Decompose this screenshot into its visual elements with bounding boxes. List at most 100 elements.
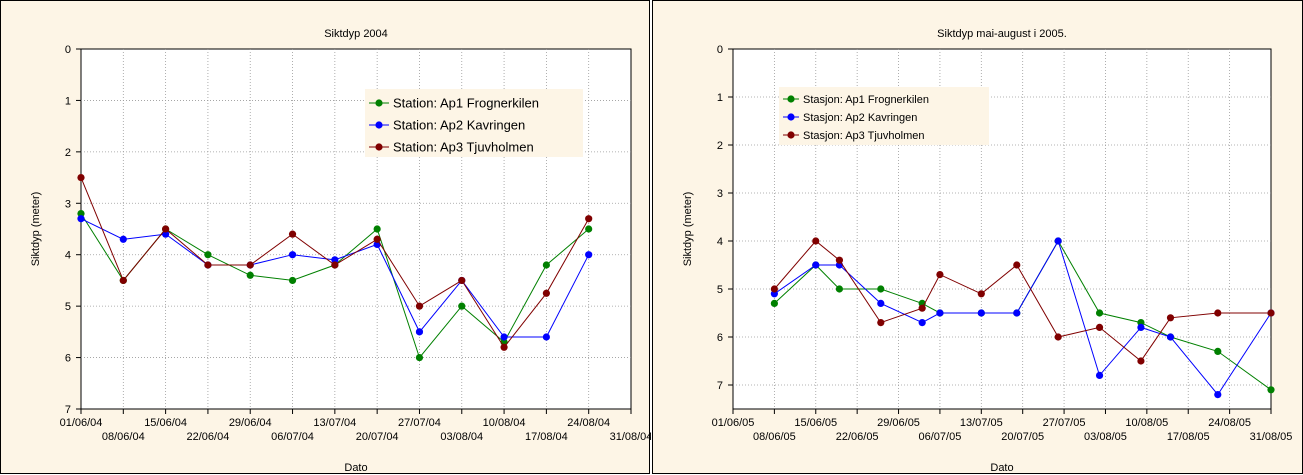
legend-label: Station: Ap3 Tjuvholmen — [393, 140, 534, 155]
data-point — [288, 230, 297, 238]
data-point — [204, 251, 212, 259]
x-tick-label: 10/08/04 — [483, 417, 526, 429]
data-point — [162, 225, 170, 233]
x-tick-label: 24/08/04 — [567, 417, 610, 429]
x-tick-label: 13/07/04 — [313, 417, 356, 429]
data-point — [119, 235, 127, 243]
data-point — [585, 215, 593, 223]
x-tick-label: 29/06/05 — [877, 417, 920, 429]
legend-marker — [375, 121, 383, 129]
legend: Station: Ap1 Frognerkilen Station: Ap2 Ka… — [365, 89, 583, 157]
data-point — [918, 304, 926, 312]
data-point — [835, 256, 844, 264]
x-tick-label: 29/06/04 — [229, 417, 272, 429]
data-point — [77, 173, 85, 182]
legend-label: Station: Ap1 Frognerkilen — [393, 96, 539, 111]
data-point — [119, 276, 127, 285]
y-tick-label: 0 — [717, 44, 723, 56]
y-tick-label: 1 — [65, 95, 71, 107]
legend-label: Stasjon: Ap3 Tjuvholmen — [803, 130, 924, 142]
y-axis-label: Siktdyp (meter) — [30, 192, 42, 267]
legend: Stasjon: Ap1 Frognerkilen Stasjon: Ap2 Ka… — [779, 87, 989, 145]
data-point — [77, 215, 85, 223]
data-point — [1054, 237, 1062, 245]
legend-box — [779, 87, 989, 145]
x-tick-label: 15/06/05 — [794, 417, 837, 429]
data-point — [1166, 314, 1175, 322]
x-tick-label: 24/08/05 — [1208, 417, 1251, 429]
x-tick-label: 08/06/04 — [102, 431, 145, 443]
data-point — [331, 256, 339, 264]
legend-marker — [787, 113, 795, 121]
x-tick-label: 22/06/05 — [836, 431, 879, 443]
data-point — [812, 261, 820, 269]
data-point — [500, 333, 508, 341]
y-tick-label: 6 — [65, 353, 71, 365]
y-tick-label: 6 — [717, 332, 723, 344]
data-point — [877, 319, 885, 327]
legend-label: Stasjon: Ap1 Frognerkilen — [803, 94, 929, 106]
data-point — [1137, 323, 1145, 331]
x-axis-label: Dato — [990, 462, 1013, 474]
data-point — [542, 289, 550, 297]
x-tick-label: 13/07/05 — [960, 417, 1003, 429]
x-tick-label: 01/06/05 — [712, 417, 755, 429]
legend-box — [365, 89, 583, 157]
x-tick-label: 31/08/04 — [610, 431, 651, 443]
data-point — [458, 276, 466, 285]
y-tick-label: 5 — [717, 284, 723, 296]
data-point — [331, 261, 339, 269]
data-point — [877, 299, 885, 307]
legend-marker — [787, 95, 795, 103]
data-point — [770, 285, 778, 293]
data-point — [936, 309, 944, 317]
data-point — [1267, 309, 1275, 317]
chart-2005: Siktdyp mai-august i 2005. 0 1 2 3 4 5 6 7 01/06/… — [682, 28, 1293, 474]
y-tick-label: 3 — [717, 188, 723, 200]
x-tick-label: 03/08/04 — [440, 431, 483, 443]
data-point — [288, 251, 297, 259]
data-point — [812, 237, 820, 245]
y-tick-label: 1 — [717, 92, 723, 104]
data-point — [1166, 333, 1175, 341]
x-tick-label: 31/08/05 — [1250, 431, 1293, 443]
x-tick-label: 27/07/05 — [1043, 417, 1086, 429]
data-point — [877, 285, 885, 293]
chart-title: Siktdyp mai-august i 2005. — [937, 28, 1067, 40]
data-point — [500, 343, 508, 351]
data-point — [770, 299, 778, 307]
y-tick-label: 7 — [65, 404, 71, 416]
x-tick-label: 01/06/04 — [60, 417, 103, 429]
x-axis-label: Dato — [344, 462, 367, 474]
data-point — [246, 271, 254, 279]
data-point — [977, 309, 985, 317]
y-tick-label: 5 — [65, 301, 71, 313]
y-tick-label: 4 — [65, 250, 71, 262]
data-point — [1095, 371, 1104, 379]
y-tick-label: 3 — [65, 198, 71, 210]
legend-marker — [375, 143, 383, 151]
data-point — [373, 235, 381, 243]
y-tick-label: 7 — [717, 380, 723, 392]
chart-title: Siktdyp 2004 — [324, 28, 388, 40]
data-point — [1214, 309, 1222, 317]
data-point — [1013, 261, 1021, 269]
data-point — [977, 290, 985, 298]
data-point — [415, 302, 424, 310]
x-tick-label: 08/06/05 — [753, 431, 796, 443]
y-axis-label: Siktdyp (meter) — [682, 192, 694, 267]
data-point — [1137, 357, 1145, 365]
x-tick-label: 15/06/04 — [144, 417, 187, 429]
data-point — [288, 276, 297, 285]
data-point — [373, 225, 381, 233]
data-point — [204, 261, 212, 269]
data-point — [246, 261, 254, 269]
data-point — [542, 333, 550, 341]
y-tick-label: 2 — [717, 140, 723, 152]
x-tick-label: 27/07/04 — [398, 417, 441, 429]
chart-panel-2005: Siktdyp mai-august i 2005. 0 1 2 3 4 5 6 7 01/06/… — [652, 0, 1303, 474]
data-point — [918, 319, 926, 327]
x-tick-label: 22/06/04 — [187, 431, 230, 443]
x-tick-label: 20/07/04 — [356, 431, 399, 443]
data-point — [415, 328, 424, 336]
